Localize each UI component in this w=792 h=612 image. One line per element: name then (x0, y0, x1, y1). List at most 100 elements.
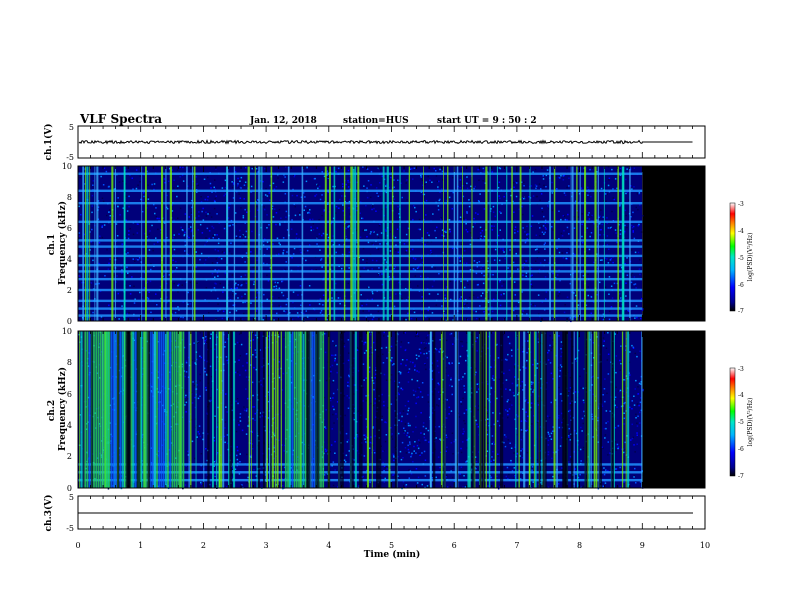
spec1-noise (138, 257, 141, 259)
spec1-noise (205, 215, 208, 217)
spec2-noise (343, 342, 346, 345)
spec2-noise (221, 418, 223, 421)
spec1-noise (483, 235, 486, 238)
spec2-noise (491, 443, 493, 445)
spec1-noise (503, 195, 505, 198)
spec2-noise (521, 351, 524, 353)
spec2-noise (534, 403, 536, 405)
spec1-noise (188, 216, 190, 218)
spec2-noise (386, 357, 388, 359)
ch1-cbar-tick-neg3: -3 (738, 201, 744, 208)
spec1-noise (108, 211, 110, 213)
spec1-noise (127, 237, 130, 240)
spec2-noise (439, 348, 442, 350)
spec2-noise (214, 473, 216, 475)
spec1-noise (337, 207, 340, 209)
spec2-noise (332, 379, 335, 382)
spec1-noise (417, 266, 420, 268)
spec1-noise (291, 318, 294, 321)
spec1-noise (492, 211, 495, 213)
spec1-noise (491, 225, 493, 227)
spec2-noise (617, 390, 620, 392)
spec1-noise (282, 252, 284, 254)
spec2-noise (437, 405, 440, 407)
spec1-noise (421, 261, 424, 264)
spec2-noise (391, 364, 394, 366)
spec1-noise (153, 188, 155, 191)
spec2-noise (603, 473, 606, 476)
spec1-noise (306, 317, 308, 320)
spec1-noise (304, 196, 306, 198)
spec1-noise (439, 168, 441, 171)
spec2-noise (416, 396, 418, 399)
spec2-noise (432, 481, 434, 483)
spec2-noise (368, 371, 371, 373)
spec2-noise (398, 393, 400, 396)
spec1-spheric (94, 166, 96, 321)
spec2-noise (343, 331, 346, 333)
spec1-noise (450, 298, 452, 301)
spec1-noise (236, 185, 239, 187)
spec2-noise (402, 481, 405, 483)
spec1-band (78, 299, 643, 303)
spec1-noise (569, 316, 572, 319)
spec1-noise (600, 187, 603, 190)
spec1-noise (472, 294, 475, 296)
spec1-noise (598, 223, 601, 225)
spec1-noise (626, 168, 628, 170)
spec2-noise (370, 402, 372, 405)
spec1-noise (527, 233, 530, 235)
spec1-noise (245, 252, 248, 254)
spec2-noise (540, 387, 542, 389)
spec1-noise (236, 236, 238, 239)
spec2-noise (343, 345, 346, 348)
spec1-noise (381, 283, 384, 286)
spec2-noise (323, 474, 326, 476)
spec1-noise (312, 228, 315, 231)
spec1-noise (215, 258, 218, 260)
spec2-noise (635, 413, 637, 416)
spec2-noise (251, 431, 253, 433)
spec2-noise (354, 407, 356, 410)
spec1-noise (184, 213, 187, 215)
spec1-noise (371, 242, 373, 245)
spec1-spheric (496, 166, 498, 321)
spec1-noise (463, 303, 466, 305)
spec1-noise (269, 197, 271, 199)
spec2-noise (463, 420, 465, 422)
spec1-noise (264, 194, 267, 196)
spec1-noise (454, 298, 456, 301)
spec2-noise (264, 416, 267, 418)
spec1-noise (196, 183, 198, 185)
spec2-noise (344, 414, 346, 417)
spec1-noise (104, 275, 106, 277)
spec2-noise (364, 434, 366, 436)
spec1-spheric (301, 166, 304, 321)
spec2-noise (238, 473, 241, 475)
spec1-noise (178, 309, 180, 311)
spec1-noise (106, 248, 108, 251)
spec1-noise (178, 233, 180, 235)
spec2-noise (490, 366, 492, 368)
spec2-noise (505, 379, 508, 381)
spec1-noise (606, 244, 609, 246)
spec1-noise (326, 174, 328, 176)
spec1-noise (619, 233, 622, 235)
spec1-noise (403, 243, 406, 245)
spec1-noise (526, 233, 529, 235)
spec1-noise (139, 175, 142, 177)
spec2-noise (513, 365, 516, 368)
spec1-noise (267, 280, 270, 282)
spec2-noise (636, 425, 639, 427)
spec2-noise (417, 396, 420, 398)
spec1-noise (266, 274, 268, 277)
spec1-noise (268, 309, 271, 312)
spec1-noise (536, 256, 539, 259)
spec2-noise (631, 344, 633, 347)
spec1-noise (263, 206, 265, 208)
spec2-noise (118, 392, 120, 394)
spec2-noise (356, 450, 358, 452)
spec1-noise (254, 266, 256, 268)
spec1-noise (177, 284, 179, 287)
spec2-noise (442, 379, 444, 381)
